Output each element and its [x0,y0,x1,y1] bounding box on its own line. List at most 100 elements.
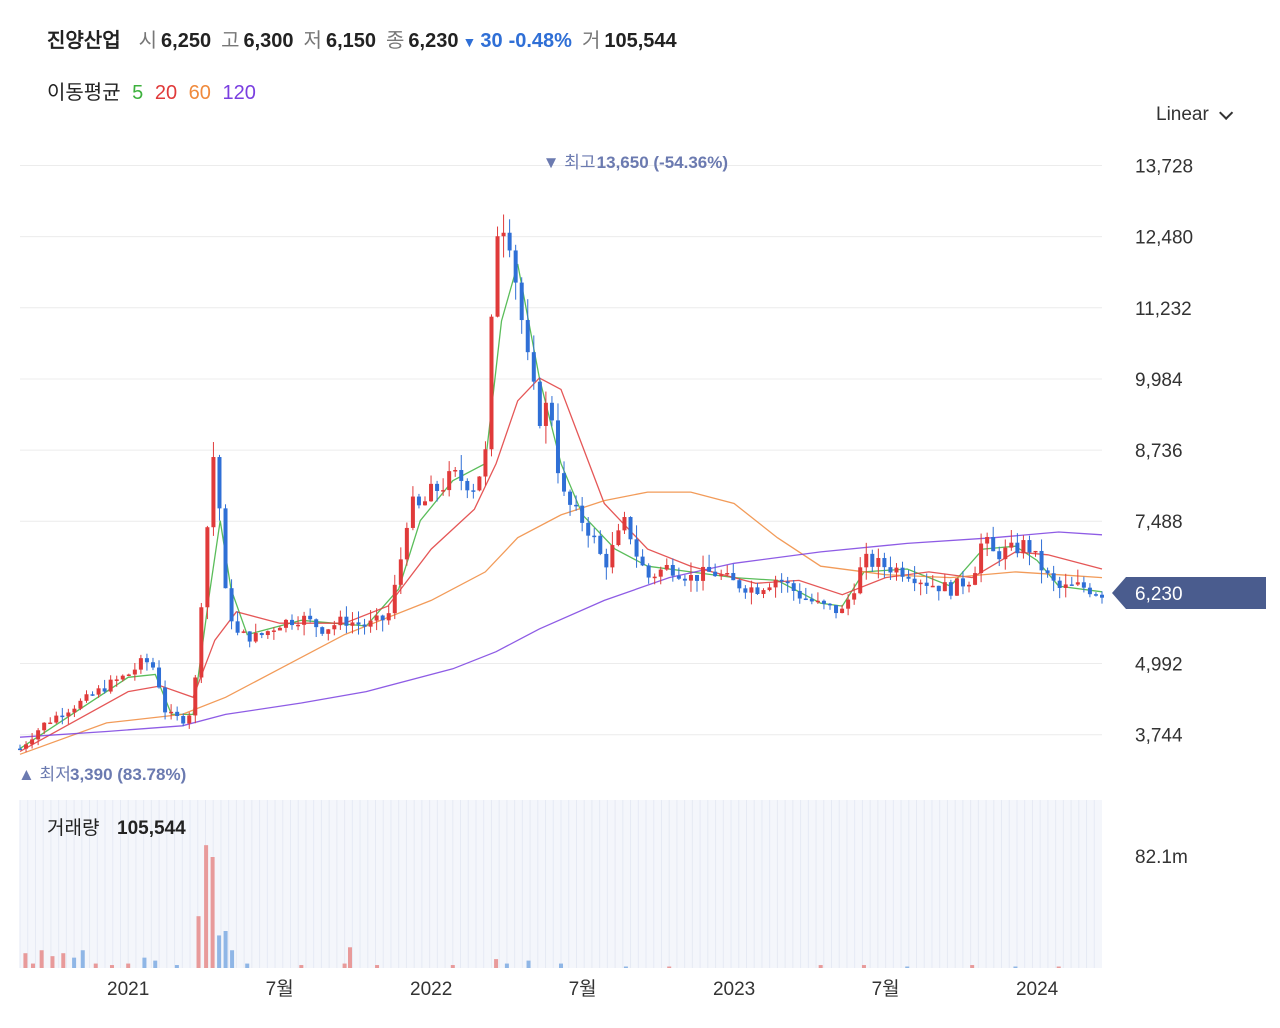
candle-body [1009,542,1014,548]
volume-bar [623,966,628,968]
candle-body [302,615,307,625]
candle-body [815,600,820,603]
candle-body [580,505,585,523]
ma-60-legend[interactable]: 60 [188,82,211,104]
candle-body [169,711,174,714]
candle-body [1100,594,1104,598]
volume-label: 거 [581,30,601,52]
candle-body [175,711,180,717]
candle-body [761,590,766,594]
candle-body [749,587,754,593]
ma-20-legend[interactable]: 20 [154,82,178,104]
x-tick-label: 7월 [872,978,900,1000]
candle-body [253,633,258,642]
candle-body [247,631,252,642]
volume-bar [93,963,98,968]
candle-body [543,402,548,426]
candle-body [755,587,760,594]
candle-body [187,715,192,724]
candle-body [48,722,53,725]
ma-120-legend[interactable]: 120 [222,82,256,104]
ma-5-line [19,263,1103,750]
candle-body [725,573,730,575]
candle-body [24,744,29,749]
candle-body [54,715,59,723]
candle-body [942,582,947,592]
volume-title: 거래량 [47,817,99,839]
volume-bar [23,953,28,968]
candle-body [489,316,494,450]
volume-bar [30,963,35,968]
y-tick-label: 9,984 [1135,370,1183,391]
volume-bar [80,950,85,968]
change-value: 30 [480,30,503,52]
volume-bar [142,957,147,968]
y-tick-label: 3,744 [1135,726,1183,747]
candle-body [991,536,996,552]
candle-body [114,679,119,681]
candle-body [598,535,603,554]
candle-body [163,687,168,713]
volume-bar [559,963,563,968]
volume-bar [1056,966,1061,968]
candle-body [779,579,784,582]
candle-body [326,629,331,634]
candle-body [852,593,857,600]
candle-body [84,694,89,701]
candle-body [936,585,941,592]
candle-body [997,551,1002,560]
candle-body [821,600,826,604]
y-tick-label: 8,736 [1135,441,1183,462]
candle-body [979,543,984,574]
candle-body [350,622,355,626]
candle-body [392,584,397,614]
candle-body [1045,570,1050,574]
candle-body [96,688,101,695]
high-value: 6,300 [243,30,294,52]
open-label: 시 [138,30,158,52]
candle-body [531,352,536,382]
candle-body [803,598,808,601]
ma-5-legend[interactable]: 5 [132,82,144,104]
candle-body [610,545,615,568]
volume-bar [196,916,201,968]
candle-body [211,457,216,528]
volume-bar [72,957,77,968]
volume-bar [153,960,158,968]
stock-name: 진양산업 [47,30,121,52]
x-tick-label: 2023 [713,979,755,1000]
candle-body [967,584,972,587]
candle-body [973,573,978,585]
volume-bar [818,965,823,968]
y-tick-label: 12,480 [1135,228,1193,249]
candle-body [574,504,579,507]
candle-body [1063,584,1068,588]
x-tick-label: 7월 [266,978,294,1000]
candle-body [616,530,621,546]
candle-body [1057,580,1062,588]
candle-body [870,553,875,567]
candle-body [519,282,524,321]
candle-body [1033,550,1038,553]
candle-body [882,558,887,568]
volume-bar [450,965,455,968]
volume-bar [230,950,235,968]
candle-body [235,621,240,633]
candle-body [664,564,669,570]
candle-body [441,490,446,492]
candle-body [864,553,869,568]
candle-body [670,564,675,576]
candle-body [834,605,839,614]
y-tick-label: 4,992 [1135,655,1183,676]
candle-body [416,496,421,506]
candle-body [948,582,953,596]
candle-body [827,603,832,606]
candle-body [537,381,542,426]
candle-body [707,566,712,572]
volume-bar [217,935,222,968]
scale-selector[interactable]: Linear [1156,104,1234,126]
candle-body [495,236,500,317]
candle-body [344,616,349,626]
candle-body [924,582,929,586]
